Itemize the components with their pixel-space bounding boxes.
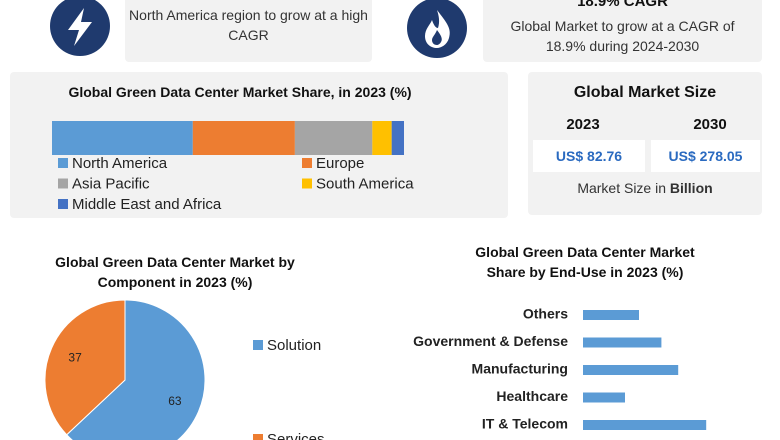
legend-swatch: [302, 178, 312, 189]
legend-swatch: [58, 199, 68, 209]
chart-title: Global Green Data Center Market Share, i…: [68, 84, 412, 100]
legend-label: Services: [267, 431, 325, 440]
bar: [583, 392, 625, 403]
bar-segment: [391, 121, 404, 155]
bar: [583, 365, 679, 375]
highlight-text: North America region to grow at a high C…: [129, 7, 368, 43]
highlight-card: [483, 0, 762, 62]
category-label: Others: [523, 306, 568, 322]
legend-label: Solution: [267, 337, 321, 354]
year: 2030: [693, 116, 727, 133]
highlight-text: Global Market to grow at a CAGR of 18.9%…: [510, 18, 735, 54]
icon-bolt: [50, 0, 110, 56]
bar: [583, 337, 662, 348]
bar-segment: [192, 121, 295, 155]
legend-swatch: [58, 158, 68, 168]
highlight-heading: 18.9% CAGR: [577, 0, 668, 10]
legend-label: North America: [72, 155, 168, 172]
chart-title: Global Green Data Center Market by Compo…: [55, 254, 295, 290]
legend-swatch: [253, 340, 263, 350]
chart-title: Global Green Data Center Market Share by…: [475, 244, 695, 280]
size-unit: Billion: [669, 180, 713, 196]
pie-slice: [65, 299, 206, 440]
year: 2023: [566, 116, 600, 133]
bar-segment: [52, 121, 193, 155]
legend-swatch: [58, 178, 68, 189]
category-label: Government & Defense: [413, 333, 568, 349]
legend-swatch: [253, 434, 263, 440]
category-label: Healthcare: [496, 388, 568, 404]
value-label: 63: [168, 394, 182, 408]
legend-swatch: [302, 158, 312, 168]
size-value: US$ 82.76: [555, 148, 623, 164]
legend-label: Middle East and Africa: [72, 196, 222, 213]
highlight-card: [125, 0, 372, 62]
size-note-text: Market Size in: [577, 180, 667, 196]
size-value: US$ 278.05: [668, 148, 743, 164]
bar-segment: [372, 121, 392, 155]
legend-label: South America: [316, 175, 414, 192]
category-label: IT & Telecom: [482, 416, 568, 432]
bar-segment: [294, 121, 373, 155]
legend-label: Asia Pacific: [72, 175, 150, 192]
value-label: 37: [68, 351, 82, 365]
value-box: [651, 140, 760, 172]
pie-slice: [44, 299, 126, 436]
category-label: Manufacturing: [472, 361, 568, 377]
value-box: [533, 140, 645, 172]
legend-label: Europe: [316, 155, 364, 172]
icon-flame: [407, 0, 467, 58]
bar: [583, 310, 639, 320]
size-title: Global Market Size: [573, 84, 717, 101]
size-note: Market Size in Billion: [528, 178, 762, 198]
bar: [583, 420, 707, 430]
